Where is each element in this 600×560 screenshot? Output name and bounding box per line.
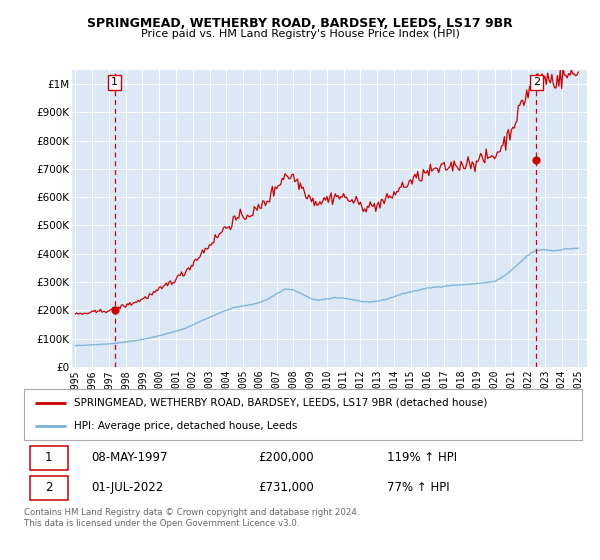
Text: 1: 1 — [111, 77, 118, 87]
Bar — [29, 476, 68, 500]
Text: £731,000: £731,000 — [259, 481, 314, 494]
Text: Price paid vs. HM Land Registry's House Price Index (HPI): Price paid vs. HM Land Registry's House … — [140, 29, 460, 39]
Text: SPRINGMEAD, WETHERBY ROAD, BARDSEY, LEEDS, LS17 9BR: SPRINGMEAD, WETHERBY ROAD, BARDSEY, LEED… — [87, 17, 513, 30]
Text: 08-MAY-1997: 08-MAY-1997 — [91, 451, 167, 464]
Text: 1: 1 — [45, 451, 52, 464]
Text: 01-JUL-2022: 01-JUL-2022 — [91, 481, 163, 494]
Point — [532, 156, 541, 165]
Text: HPI: Average price, detached house, Leeds: HPI: Average price, detached house, Leed… — [74, 421, 298, 431]
Text: 2: 2 — [533, 77, 540, 87]
Bar — [29, 446, 68, 469]
Text: 77% ↑ HPI: 77% ↑ HPI — [387, 481, 449, 494]
Text: 2: 2 — [45, 481, 52, 494]
Text: Contains HM Land Registry data © Crown copyright and database right 2024.
This d: Contains HM Land Registry data © Crown c… — [24, 508, 359, 528]
Text: £200,000: £200,000 — [259, 451, 314, 464]
Text: SPRINGMEAD, WETHERBY ROAD, BARDSEY, LEEDS, LS17 9BR (detached house): SPRINGMEAD, WETHERBY ROAD, BARDSEY, LEED… — [74, 398, 488, 408]
Text: 119% ↑ HPI: 119% ↑ HPI — [387, 451, 457, 464]
Point — [110, 306, 119, 315]
